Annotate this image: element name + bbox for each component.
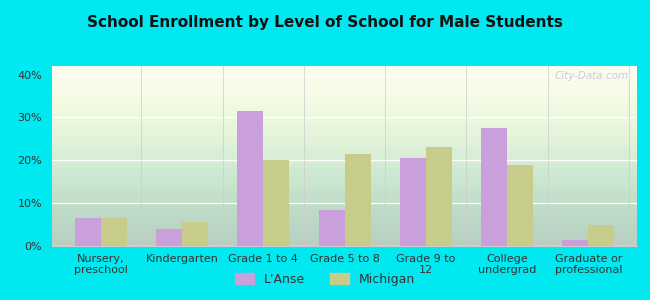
Bar <box>588 225 614 246</box>
Bar <box>400 158 426 246</box>
Bar <box>237 111 263 246</box>
Bar <box>263 160 289 246</box>
Bar <box>75 218 101 246</box>
Legend: L'Anse, Michigan: L'Anse, Michigan <box>230 268 420 291</box>
Bar <box>344 154 370 246</box>
Bar <box>156 229 182 246</box>
Bar <box>426 147 452 246</box>
Text: School Enrollment by Level of School for Male Students: School Enrollment by Level of School for… <box>87 15 563 30</box>
Bar <box>481 128 507 246</box>
Bar <box>562 240 588 246</box>
Bar <box>182 222 208 246</box>
Bar <box>507 165 533 246</box>
Bar <box>101 218 127 246</box>
Bar <box>318 210 344 246</box>
Text: City-Data.com: City-Data.com <box>554 71 628 81</box>
